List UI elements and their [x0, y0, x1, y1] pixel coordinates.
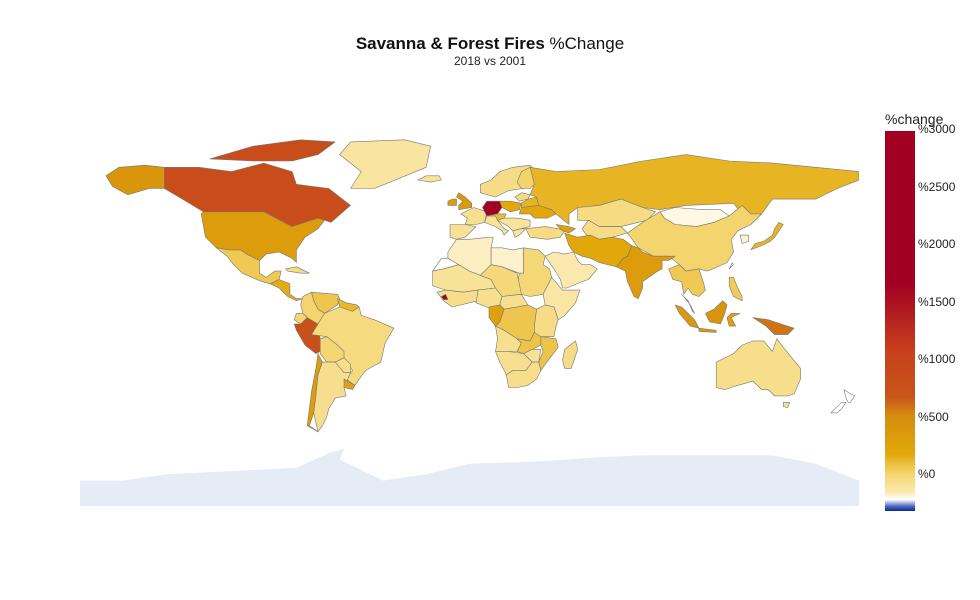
colorbar-tick-label: %0	[918, 467, 936, 482]
region-south-africa[interactable]	[505, 361, 542, 388]
region-tasmania[interactable]	[782, 401, 791, 408]
chart-title-bold: Savanna & Forest Fires	[355, 34, 545, 53]
region-philippines[interactable]	[728, 277, 743, 301]
region-united-kingdom[interactable]	[456, 192, 473, 210]
region-sulawesi[interactable]	[726, 313, 741, 327]
region-greece[interactable]	[512, 228, 527, 238]
region-balkans[interactable]	[497, 217, 531, 232]
colorbar-tick-label: %2500	[918, 179, 956, 194]
region-baltics[interactable]	[514, 192, 531, 202]
region-new-zealand-north[interactable]	[843, 389, 856, 403]
region-cuba[interactable]	[285, 266, 310, 274]
region-uruguay[interactable]	[343, 378, 356, 390]
region-sierra-leone[interactable]	[441, 294, 449, 300]
region-ireland[interactable]	[447, 198, 457, 206]
region-iceland[interactable]	[417, 175, 442, 183]
region-madagascar[interactable]	[562, 340, 579, 369]
region-turkey[interactable]	[525, 226, 566, 240]
region-arabian-peninsula[interactable]	[544, 251, 598, 289]
region-taiwan[interactable]	[728, 262, 734, 270]
colorbar-tick-label: %2000	[918, 237, 956, 252]
region-new-zealand-south[interactable]	[830, 401, 847, 414]
region-borneo[interactable]	[705, 300, 728, 325]
region-java[interactable]	[698, 327, 717, 333]
region-malay-peninsula[interactable]	[681, 294, 695, 314]
region-poland[interactable]	[499, 200, 522, 213]
region-china[interactable]	[627, 205, 762, 272]
colorbar-tick-label: %3000	[918, 122, 956, 136]
colorbar-gradient	[885, 131, 915, 511]
region-antarctica[interactable]	[80, 448, 859, 506]
region-caucasus[interactable]	[555, 224, 576, 234]
region-france[interactable]	[460, 207, 488, 225]
region-pakistan-iran[interactable]	[564, 232, 633, 268]
region-iberia[interactable]	[449, 224, 477, 240]
region-central-america[interactable]	[270, 279, 304, 301]
region-east-africa[interactable]	[534, 304, 559, 337]
colorbar-tick-label: %500	[918, 409, 949, 424]
region-japan[interactable]	[750, 222, 784, 251]
colorbar-tick-label: %1500	[918, 294, 956, 309]
region-greenland[interactable]	[339, 139, 431, 189]
region-korea[interactable]	[739, 234, 749, 244]
chart-title: Savanna & Forest Fires %Change	[0, 34, 980, 54]
chart-subtitle: 2018 vs 2001	[453, 54, 527, 68]
colorbar	[885, 131, 915, 511]
region-mexico[interactable]	[216, 247, 282, 285]
region-canada[interactable]	[164, 162, 351, 227]
region-argentina[interactable]	[313, 361, 351, 433]
colorbar-title: %change	[885, 111, 944, 127]
region-india[interactable]	[616, 245, 676, 299]
region-southeast-asia[interactable]	[668, 264, 706, 297]
region-zambia[interactable]	[516, 332, 542, 354]
region-russia[interactable]	[529, 154, 859, 225]
colorbar-tick-label: %1000	[918, 352, 956, 367]
world-choropleth-map[interactable]	[80, 125, 859, 506]
region-new-guinea[interactable]	[752, 317, 795, 335]
region-canadian-arctic-islands[interactable]	[209, 139, 336, 162]
region-australia[interactable]	[715, 338, 801, 397]
region-zimbabwe[interactable]	[523, 349, 542, 363]
chart-title-rest: %Change	[544, 34, 625, 53]
